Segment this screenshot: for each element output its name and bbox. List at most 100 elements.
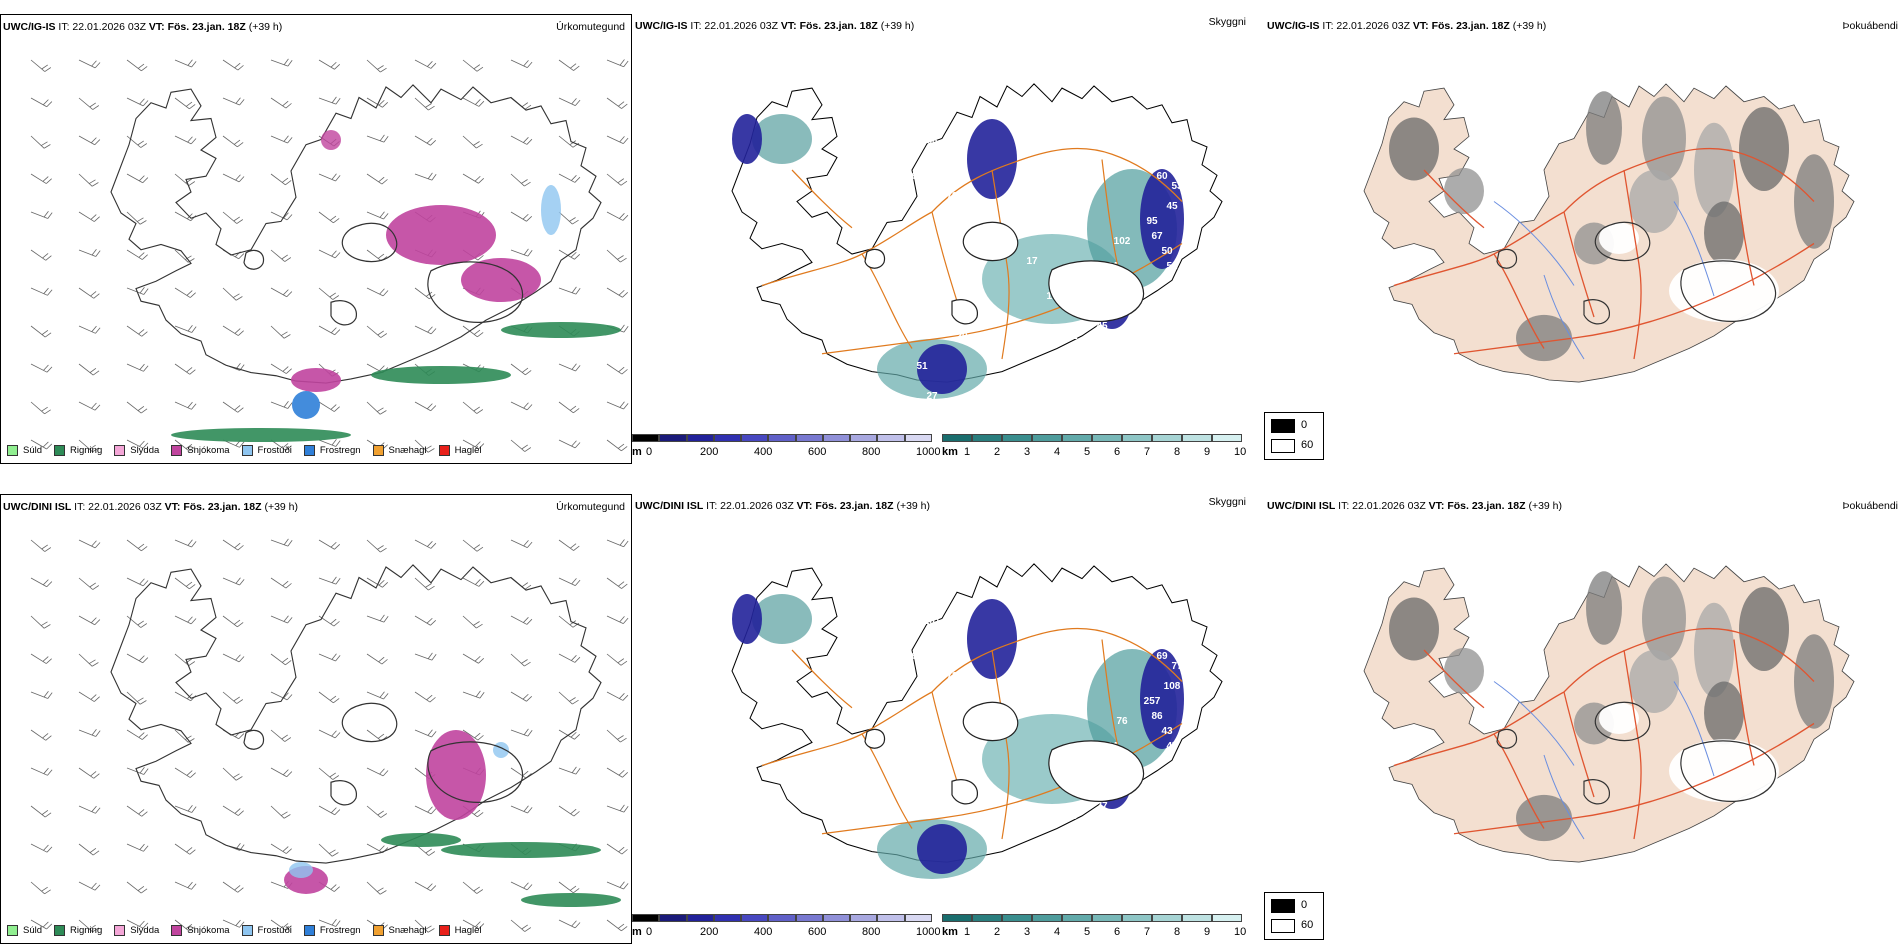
visibility-area bbox=[752, 114, 812, 164]
wind-barb bbox=[462, 577, 485, 587]
wind-barb bbox=[174, 653, 196, 666]
freezing-drizzle-area bbox=[541, 185, 561, 235]
wind-barb bbox=[558, 766, 581, 775]
colorbar-cell bbox=[972, 434, 1002, 442]
glacier-outline bbox=[1680, 260, 1777, 322]
fog-legend-label: 0 bbox=[1301, 419, 1308, 431]
wind-barb bbox=[318, 325, 341, 336]
fog-legend-box: 0 60 bbox=[1264, 412, 1324, 460]
wind-barb bbox=[606, 843, 628, 855]
wind-barb bbox=[30, 287, 53, 296]
wind-barb bbox=[606, 804, 629, 813]
colorbar-cell bbox=[1032, 914, 1062, 922]
fog-area bbox=[1516, 314, 1572, 362]
wind-barb bbox=[270, 58, 293, 67]
wind-barb bbox=[174, 691, 197, 702]
wind-barb bbox=[318, 539, 341, 550]
colorbar-tick: 8 bbox=[1174, 926, 1181, 938]
cloud-base-value: 81 bbox=[901, 636, 913, 647]
wind-barb bbox=[318, 653, 341, 662]
height-colorbar: m 0 200 400 600 800 1000 bbox=[632, 434, 940, 464]
wind-barb bbox=[462, 135, 483, 149]
legend-swatch bbox=[171, 925, 183, 936]
fog-area bbox=[1629, 650, 1679, 713]
cloud-base-value: 53 bbox=[1171, 181, 1183, 192]
colorbar-cell bbox=[686, 434, 714, 442]
wind-barb bbox=[558, 173, 581, 183]
wind-barb bbox=[414, 325, 437, 335]
wind-barb bbox=[30, 767, 53, 776]
wind-barb bbox=[222, 919, 245, 928]
legend-label: Rigning bbox=[70, 445, 103, 456]
legend-item-0: Súld bbox=[7, 925, 42, 936]
road bbox=[1563, 627, 1815, 693]
wind-barb bbox=[606, 363, 628, 375]
wind-barb bbox=[78, 325, 101, 334]
wind-barb bbox=[366, 59, 387, 73]
cloud-base-value: 67 bbox=[1151, 231, 1163, 242]
colorbar-tick: 200 bbox=[700, 926, 719, 938]
river bbox=[1493, 201, 1575, 286]
cloud-base-value: 20 bbox=[956, 331, 968, 342]
road bbox=[1733, 159, 1755, 286]
wind-barb bbox=[606, 59, 629, 68]
cloud-base-value: 43 bbox=[1161, 726, 1173, 737]
colorbar-cell bbox=[1092, 914, 1122, 922]
wind-barb bbox=[30, 249, 52, 261]
legend-label: Snjókoma bbox=[187, 445, 230, 456]
cloud-base-value: 79 bbox=[946, 191, 958, 202]
wind-barb bbox=[558, 249, 581, 260]
wind-barb bbox=[270, 97, 292, 109]
wind-barb bbox=[270, 249, 292, 262]
rain-area bbox=[501, 322, 621, 338]
river bbox=[1673, 201, 1715, 297]
fog-area bbox=[1704, 201, 1744, 265]
wind-barb bbox=[606, 653, 628, 666]
glacier-outlines bbox=[243, 702, 524, 806]
colorbar-cell bbox=[904, 434, 932, 442]
wind-barb bbox=[510, 881, 533, 891]
wind-barb bbox=[270, 729, 292, 742]
wind-barb bbox=[510, 211, 533, 222]
wind-barb bbox=[30, 97, 53, 108]
cloud-base-area bbox=[1140, 649, 1184, 749]
wind-barb bbox=[78, 577, 100, 590]
wind-barb bbox=[414, 439, 435, 453]
wind-barb bbox=[126, 653, 149, 664]
wind-barb bbox=[30, 173, 52, 184]
wind-barb bbox=[366, 287, 389, 297]
glacier-outline bbox=[1048, 260, 1145, 322]
colorbar-cell bbox=[713, 914, 742, 922]
colorbar-cell bbox=[1122, 434, 1152, 442]
wind-barb bbox=[174, 249, 195, 263]
wind-barb bbox=[318, 691, 340, 704]
colorbar-cell bbox=[1212, 434, 1242, 442]
wind-barb bbox=[366, 881, 387, 895]
wind-barb bbox=[558, 881, 580, 894]
wind-barb bbox=[606, 615, 629, 624]
wind-barb bbox=[366, 401, 387, 415]
panel-header: UWC/DINI ISL IT: 22.01.2026 03Z VT: Fös.… bbox=[3, 501, 299, 513]
cloud-base-value: 51 bbox=[916, 361, 928, 372]
glacier-outline bbox=[341, 702, 398, 743]
legend-swatch bbox=[171, 445, 183, 456]
wind-barb bbox=[606, 729, 627, 743]
legend-label: Frostregn bbox=[319, 445, 361, 456]
road bbox=[1393, 211, 1565, 287]
wind-barb bbox=[222, 539, 244, 551]
wind-barb bbox=[174, 804, 197, 813]
wind-barb bbox=[462, 97, 485, 107]
colorbar-tick: 600 bbox=[808, 446, 827, 458]
wind-barb bbox=[606, 173, 628, 186]
wind-barb bbox=[510, 173, 531, 187]
wind-barb bbox=[510, 59, 533, 68]
legend-label: Frostúði bbox=[257, 925, 292, 936]
legend-label: Súld bbox=[23, 445, 43, 456]
wind-barb bbox=[78, 97, 100, 110]
wind-barb bbox=[366, 691, 389, 700]
legend-item-7: Haglél bbox=[438, 925, 482, 936]
panel-title: Þokuábendi bbox=[1842, 500, 1898, 512]
fog-area bbox=[1444, 167, 1484, 215]
wind-barb bbox=[318, 173, 341, 182]
colorbar-tick: 4 bbox=[1054, 926, 1061, 938]
